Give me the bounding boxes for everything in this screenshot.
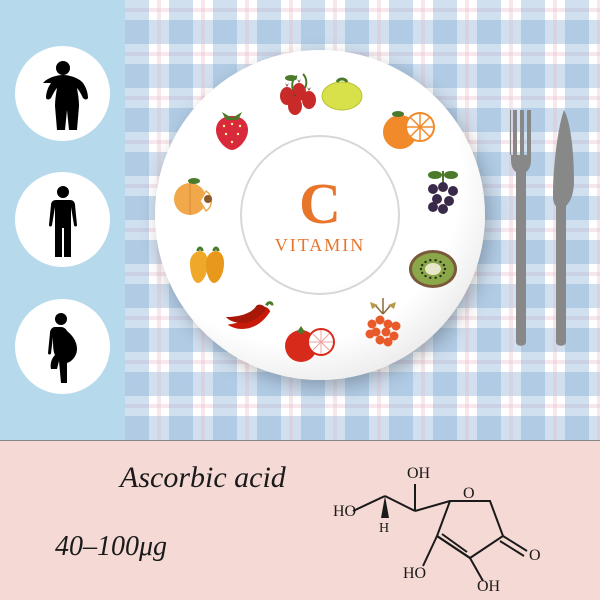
standing-body-icon <box>15 172 110 267</box>
chemical-name: Ascorbic acid <box>120 461 286 495</box>
muscular-body-icon <box>15 46 110 141</box>
formula-o-label: O <box>529 547 541 564</box>
formula-ho-label: HO <box>403 565 426 582</box>
tomato-icon <box>281 312 337 368</box>
blackcurrant-icon <box>415 165 471 221</box>
dosage-value: 40–100μg <box>55 531 167 563</box>
apricot-icon <box>169 165 225 221</box>
knife-icon <box>550 110 580 350</box>
chili-pepper-icon <box>220 289 276 345</box>
table-area: C VITAMIN <box>125 0 600 440</box>
formula-oh-label: OH <box>407 465 431 482</box>
bell-pepper-icon <box>179 240 235 296</box>
body-type-sidebar <box>0 0 125 440</box>
plate: C VITAMIN <box>155 50 485 380</box>
rosehip-icon <box>270 64 326 120</box>
kiwi-icon <box>405 240 461 296</box>
pregnant-body-icon <box>15 299 110 394</box>
formula-h-label: H <box>379 521 389 536</box>
orange-icon <box>380 99 436 155</box>
food-ring <box>155 50 485 380</box>
fork-icon <box>505 110 541 350</box>
strawberry-icon <box>204 99 260 155</box>
formula-ho-label: HO <box>333 503 356 520</box>
chemical-formula: O O OH HO HO OH H <box>295 456 575 591</box>
chemistry-panel: Ascorbic acid 40–100μg O O OH <box>0 440 600 600</box>
rowan-berries-icon <box>355 295 411 351</box>
formula-oh-label: OH <box>477 578 501 591</box>
formula-o-label: O <box>463 485 475 502</box>
